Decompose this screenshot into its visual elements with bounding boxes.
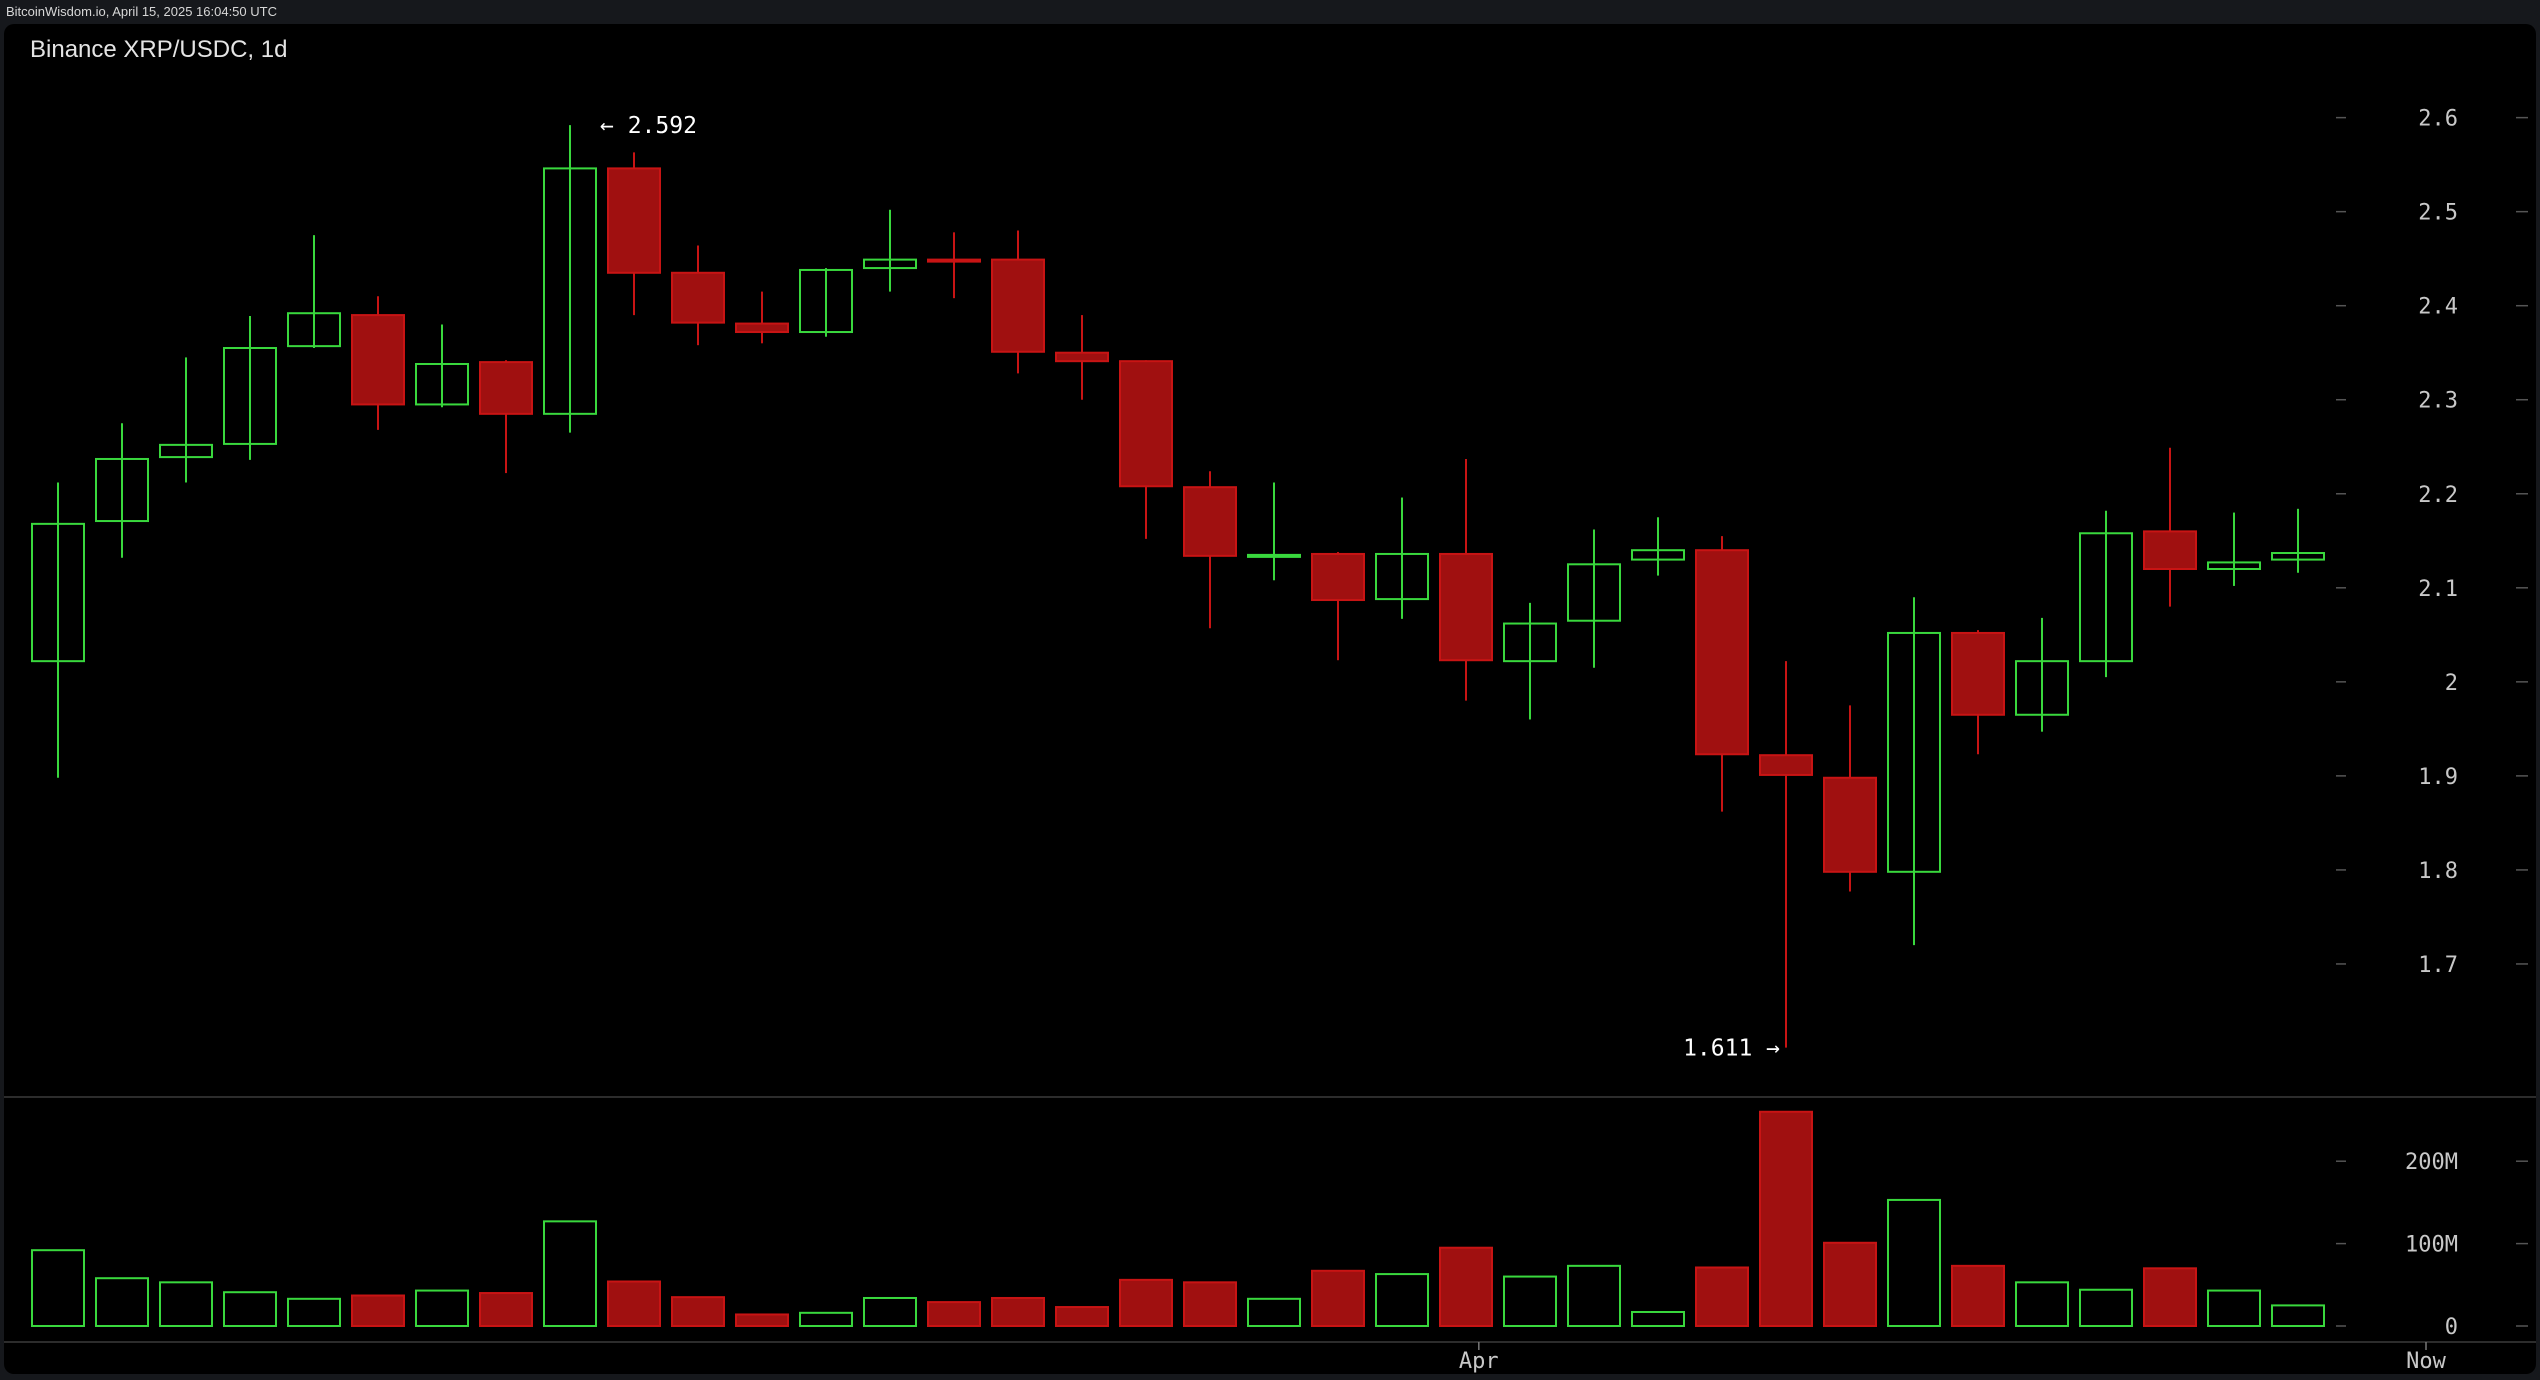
candle-body[interactable] — [1951, 631, 2005, 716]
price-tick-label: 1.8 — [2418, 859, 2458, 884]
candle-body[interactable] — [671, 271, 725, 324]
candle-body[interactable] — [799, 268, 853, 334]
volume-bar[interactable] — [1311, 1269, 1365, 1327]
price-tick-label: 2 — [2445, 671, 2458, 696]
price-tick-label: 1.9 — [2418, 765, 2458, 790]
volume-bar[interactable] — [863, 1296, 917, 1328]
volume-bar[interactable] — [1823, 1241, 1877, 1327]
candle-body[interactable] — [2079, 532, 2133, 663]
candle-body[interactable] — [1247, 553, 1301, 558]
price-tick-label: 2.2 — [2418, 483, 2458, 508]
price-tick-label: 2.5 — [2418, 201, 2458, 226]
price-tick-label: 2.4 — [2418, 295, 2458, 320]
volume-bar[interactable] — [95, 1277, 149, 1328]
volume-bar[interactable] — [223, 1291, 277, 1327]
top-bar: BitcoinWisdom.io, April 15, 2025 16:04:5… — [0, 0, 2540, 24]
volume-bar[interactable] — [1503, 1275, 1557, 1328]
candle-body[interactable] — [543, 167, 597, 415]
volume-bar[interactable] — [2271, 1304, 2325, 1328]
volume-bar[interactable] — [287, 1297, 341, 1327]
volume-bar[interactable] — [2143, 1267, 2197, 1327]
candle-body[interactable] — [1503, 622, 1557, 663]
candle-body[interactable] — [1311, 552, 1365, 602]
price-tick-label: 2.1 — [2418, 577, 2458, 602]
volume-bar[interactable] — [1887, 1198, 1941, 1327]
candle-body[interactable] — [607, 167, 661, 274]
candle-body[interactable] — [991, 258, 1045, 353]
candle-body[interactable] — [1823, 776, 1877, 873]
candle-body[interactable] — [927, 258, 981, 263]
candle-body[interactable] — [1183, 486, 1237, 557]
volume-bar[interactable] — [159, 1281, 213, 1328]
volume-bar[interactable] — [1631, 1310, 1685, 1327]
volume-bar[interactable] — [1375, 1273, 1429, 1328]
candle-body[interactable] — [287, 312, 341, 348]
candle-body[interactable] — [351, 314, 405, 406]
volume-bar[interactable] — [2079, 1288, 2133, 1328]
price-tick-label: 1.7 — [2418, 953, 2458, 978]
candle-body[interactable] — [2207, 561, 2261, 570]
volume-bar[interactable] — [2207, 1289, 2261, 1327]
candle-body[interactable] — [1119, 360, 1173, 488]
candle-body[interactable] — [31, 522, 85, 663]
volume-tick-label: 0 — [2445, 1315, 2458, 1340]
candle-body[interactable] — [1887, 631, 1941, 873]
x-tick-label: Now — [2406, 1349, 2446, 1374]
volume-bar[interactable] — [479, 1292, 533, 1328]
candle-body[interactable] — [95, 457, 149, 523]
candle-body[interactable] — [1375, 552, 1429, 601]
volume-bar[interactable] — [1951, 1264, 2005, 1328]
volume-bar[interactable] — [351, 1294, 405, 1327]
volume-bar[interactable] — [1439, 1246, 1493, 1327]
x-tick-label: Apr — [1459, 1349, 1499, 1374]
volume-bar[interactable] — [1759, 1110, 1813, 1328]
volume-bar[interactable] — [927, 1301, 981, 1328]
price-tick-label: 2.6 — [2418, 107, 2458, 132]
price-tick-label: 2.3 — [2418, 389, 2458, 414]
candle-body[interactable] — [1631, 549, 1685, 561]
candle-body[interactable] — [1439, 552, 1493, 662]
volume-bar[interactable] — [671, 1296, 725, 1328]
volume-bar[interactable] — [1247, 1297, 1301, 1327]
volume-bar[interactable] — [1119, 1278, 1173, 1327]
candle-body[interactable] — [1055, 351, 1109, 363]
volume-bar[interactable] — [799, 1311, 853, 1328]
candle-body[interactable] — [159, 443, 213, 459]
volume-bar[interactable] — [607, 1280, 661, 1328]
volume-bar[interactable] — [543, 1220, 597, 1328]
candle-body[interactable] — [2271, 552, 2325, 561]
volume-bar[interactable] — [1567, 1264, 1621, 1328]
candle-body[interactable] — [1759, 754, 1813, 776]
high-price-annotation: ← 2.592 — [600, 113, 697, 139]
volume-bar[interactable] — [31, 1249, 85, 1328]
volume-bar[interactable] — [1695, 1266, 1749, 1327]
candle-body[interactable] — [863, 258, 917, 270]
volume-tick-label: 200M — [2405, 1150, 2458, 1175]
chart-title: Binance XRP/USDC, 1d — [30, 36, 288, 63]
volume-bar[interactable] — [1183, 1281, 1237, 1328]
candle-body[interactable] — [1695, 549, 1749, 756]
volume-bar[interactable] — [415, 1289, 469, 1327]
candle-body[interactable] — [2143, 530, 2197, 570]
volume-bar[interactable] — [2015, 1281, 2069, 1328]
chart-panel: Binance XRP/USDC, 1d 1.7 1.8 1.9 2 2.1 2.2 2.3… — [4, 24, 2536, 1374]
candlestick-chart[interactable]: 1.7 1.8 1.9 2 2.1 2.2 2.3 2.4 2.5 2.6 0 100M 200M Apr… — [4, 24, 2536, 1374]
source-watermark: BitcoinWisdom.io, April 15, 2025 16:04:5… — [6, 4, 277, 19]
volume-bar[interactable] — [735, 1313, 789, 1327]
candle-body[interactable] — [479, 361, 533, 415]
volume-bar[interactable] — [991, 1296, 1045, 1328]
volume-bar[interactable] — [1055, 1306, 1109, 1327]
low-price-annotation: 1.611 → — [1683, 1036, 1780, 1062]
volume-tick-label: 100M — [2405, 1233, 2458, 1258]
candle-body[interactable] — [1567, 563, 1621, 622]
candle-body[interactable] — [223, 347, 277, 445]
candle-body[interactable] — [735, 322, 789, 334]
candle-body[interactable] — [415, 362, 469, 406]
candle-body[interactable] — [2015, 660, 2069, 716]
